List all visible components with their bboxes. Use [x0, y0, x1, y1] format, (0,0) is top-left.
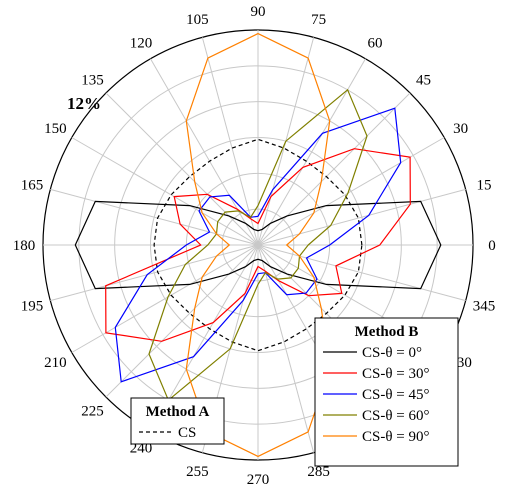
- series-line-3: [114, 107, 402, 383]
- angle-tick-label: 120: [130, 35, 153, 51]
- angle-spoke: [105, 244, 259, 398]
- angle-spoke: [257, 188, 466, 246]
- legend-box: [314, 317, 459, 467]
- angle-tick-label: 285: [307, 464, 330, 480]
- series-line-0: [153, 138, 363, 352]
- legend-method-a: Method A CS: [130, 397, 225, 445]
- angle-spoke: [201, 37, 259, 246]
- angle-tick-labels: 0 15 30 45 60 75 90 105 120 135 150 165 180 195 210 225…: [13, 4, 496, 488]
- legend-entry-label: CS-θ = 30°: [362, 366, 430, 382]
- angle-spoke: [257, 58, 366, 246]
- angle-tick-label: 90: [251, 4, 266, 20]
- angle-spoke: [71, 244, 259, 353]
- angle-tick-label: 225: [81, 403, 104, 419]
- angle-tick-label: 180: [13, 238, 36, 254]
- angle-spoke: [150, 58, 259, 246]
- angle-spoke: [50, 188, 259, 246]
- legend-title: Method B: [355, 324, 419, 340]
- angle-tick-label: 0: [488, 238, 496, 254]
- legend-entry-label: CS-θ = 60°: [362, 408, 430, 424]
- angle-spoke: [50, 244, 259, 302]
- angle-spoke: [257, 244, 466, 302]
- data-series: [74, 32, 442, 458]
- legend-entry-label: CS-θ = 0°: [362, 345, 422, 361]
- legend-entry-label: CS-θ = 45°: [362, 387, 430, 403]
- legend-entry-label: CS-θ = 90°: [362, 429, 430, 445]
- angle-spoke: [257, 137, 445, 246]
- angle-tick-label: 30: [453, 121, 468, 137]
- angle-tick-label: 60: [368, 35, 383, 51]
- legend-title: Method A: [146, 404, 210, 420]
- legend-entry-label: CS: [178, 425, 196, 441]
- legend-box: [130, 397, 225, 445]
- series-line-2: [105, 148, 411, 342]
- angle-tick-label: 345: [473, 299, 496, 315]
- angle-spoke: [71, 137, 259, 246]
- angle-tick-label: 45: [416, 73, 431, 89]
- angle-spoke: [105, 92, 259, 246]
- angle-tick-label: 105: [186, 12, 209, 28]
- series-line-4: [148, 88, 368, 402]
- angle-tick-label: 135: [81, 73, 104, 89]
- angle-tick-label: 15: [477, 177, 492, 193]
- legend-method-b: Method B CS-θ = 0° CS-θ = 30° CS-θ = 45° CS-…: [314, 317, 459, 467]
- angle-tick-label: 255: [186, 464, 209, 480]
- angle-tick-label: 75: [311, 12, 326, 28]
- angle-tick-label: 150: [44, 121, 67, 137]
- angle-tick-label: 240: [130, 441, 153, 457]
- angle-tick-label: 270: [247, 472, 270, 488]
- angle-spoke: [257, 92, 411, 246]
- angle-tick-label: 210: [44, 355, 67, 371]
- angle-tick-label: 195: [21, 299, 44, 315]
- series-line-1: [74, 200, 442, 290]
- radial-max-label: 12%: [67, 94, 101, 113]
- angle-spoke: [257, 244, 315, 453]
- angle-tick-label: 165: [21, 177, 44, 193]
